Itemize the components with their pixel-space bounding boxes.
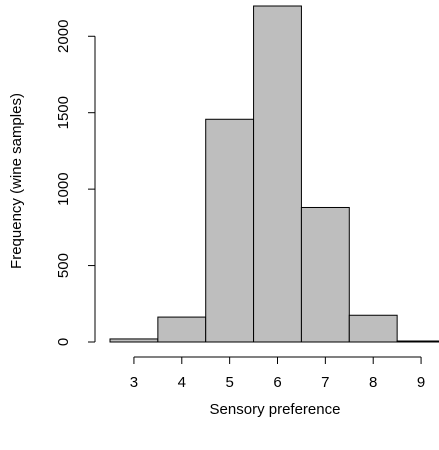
x-tick-label: 7 <box>321 374 329 391</box>
x-tick-label: 9 <box>417 374 425 391</box>
x-tick-label: 5 <box>225 374 233 391</box>
y-tick-label: 1000 <box>55 172 72 205</box>
y-tick-label: 0 <box>55 338 72 346</box>
bar-7 <box>300 206 350 343</box>
bar-6 <box>253 5 302 343</box>
x-axis-label: Sensory preference <box>210 401 341 418</box>
x-tick-label: 8 <box>369 374 377 391</box>
y-axis-label: Frequency (wine samples) <box>8 93 25 269</box>
x-tick-label: 4 <box>178 374 186 391</box>
bar-9 <box>396 340 439 343</box>
x-tick-label: 3 <box>130 374 138 391</box>
bar-3 <box>109 338 159 343</box>
bar-5 <box>205 118 255 343</box>
x-tick-label: 6 <box>273 374 281 391</box>
y-tick-label: 2000 <box>55 20 72 53</box>
y-tick-label: 1500 <box>55 96 72 129</box>
y-tick-label: 500 <box>55 253 72 278</box>
bar-4 <box>157 316 207 343</box>
x-axis: 3 4 5 6 7 8 9 <box>130 356 425 391</box>
bar-8 <box>348 314 398 343</box>
histogram-bars <box>109 5 439 343</box>
y-axis: 0 500 1000 1500 2000 <box>55 20 96 346</box>
